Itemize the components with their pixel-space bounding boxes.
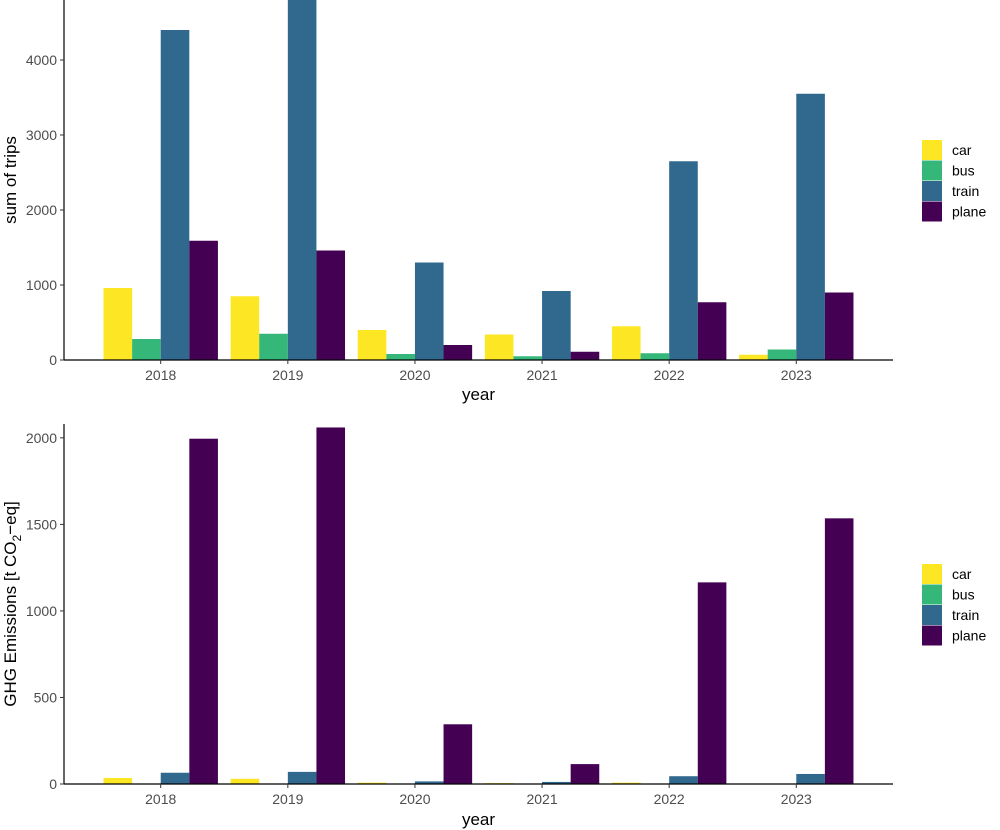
chart-panel-1: 0 1000 2000 3000 4000 2018 2019 2020 2021 2022 202… [1,0,986,404]
bar-train-2022 [669,776,698,784]
x-tick-label: 2018 [145,791,176,807]
y-tick-label: 1500 [26,516,57,532]
bar-car-2020 [357,330,387,360]
bar-bus-2020 [386,354,415,360]
legend-label-car: car [952,566,972,582]
chart-panel-2: 0 500 1000 1500 2000 2018 2019 2020 2021 2022 2023… [1,424,986,829]
bar-plane-2021 [570,764,600,784]
legend-swatch-car [922,564,942,584]
bar-car-2018 [103,288,133,360]
x-tick-label: 2023 [781,791,812,807]
x-tick-label: 2019 [272,367,303,383]
bar-car-2018 [103,777,133,784]
y-tick-label: 0 [49,776,57,792]
x-tick-label: 2022 [654,791,685,807]
legend-label-plane: plane [952,628,986,644]
bar-train-2021 [542,291,571,360]
bar-train-2022 [669,161,698,360]
y-tick-label: 2000 [26,202,57,218]
x-tick-label: 2021 [526,367,557,383]
y-tick-label: 1000 [26,277,57,293]
x-axis-title: year [462,810,495,829]
bar-plane-2023 [824,518,854,784]
bar-train-2023 [796,773,825,784]
bar-plane-2022 [697,582,727,784]
bar-car-2022 [611,782,641,784]
bar-train-2018 [160,30,190,360]
legend-label-bus: bus [952,163,975,179]
bar-bus-2022 [640,353,670,360]
bar-plane-2019 [316,250,346,360]
bar-train-2020 [414,262,444,360]
legend: car bus train plane [922,140,986,222]
legend: car bus train plane [922,564,986,646]
x-tick-label: 2019 [272,791,303,807]
y-axis-title: GHG Emissions [t CO2−eq] [1,501,24,707]
y-tick-label: 2000 [26,430,57,446]
bar-bus-2019 [259,333,288,360]
bar-car-2021 [484,334,514,360]
x-tick-label: 2018 [145,367,176,383]
bar-plane-2023 [824,292,854,360]
bar-bus-2023 [767,349,797,360]
bar-car-2019 [230,296,260,360]
legend-swatch-bus [922,584,942,605]
bar-plane-2019 [316,427,346,784]
y-tick-label: 1000 [26,603,57,619]
legend-swatch-plane [922,201,942,222]
y-tick-label: 500 [34,689,58,705]
y-axis-title: sum of trips [1,136,20,224]
bar-train-2019 [287,0,317,360]
legend-label-car: car [952,142,972,158]
legend-label-train: train [952,183,979,199]
bar-bus-2021 [513,356,543,360]
bar-plane-2018 [189,240,218,360]
legend-label-plane: plane [952,204,986,220]
bar-plane-2020 [443,724,473,784]
x-axis-title: year [462,385,495,404]
bar-plane-2022 [697,302,727,360]
y-tick-label: 0 [49,352,57,368]
bar-car-2020 [357,782,387,784]
legend-swatch-train [922,181,942,201]
x-tick-label: 2021 [526,791,557,807]
legend-swatch-car [922,140,942,160]
legend-label-train: train [952,607,979,623]
bar-train-2021 [542,781,571,784]
bar-plane-2020 [443,345,473,360]
bar-car-2022 [611,326,641,360]
legend-swatch-plane [922,625,942,646]
bar-plane-2021 [570,351,600,360]
bar-train-2023 [796,93,825,360]
y-tick-label: 3000 [26,127,57,143]
bar-plane-2018 [189,438,218,784]
legend-label-bus: bus [952,587,975,603]
legend-swatch-train [922,605,942,625]
x-tick-label: 2022 [654,367,685,383]
x-tick-label: 2020 [399,367,430,383]
bar-car-2019 [230,778,260,784]
bar-car-2023 [739,354,768,360]
x-tick-label: 2023 [781,367,812,383]
legend-swatch-bus [922,160,942,181]
y-tick-label: 4000 [26,52,57,68]
bar-bus-2018 [132,339,161,360]
x-tick-label: 2020 [399,791,430,807]
bar-train-2019 [287,771,317,784]
bar-train-2020 [414,781,444,784]
bar-train-2018 [160,772,190,784]
